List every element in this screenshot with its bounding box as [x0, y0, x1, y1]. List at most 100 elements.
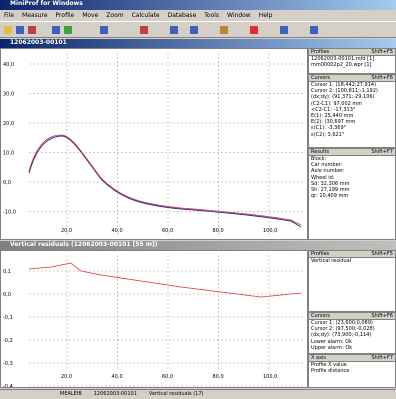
panel-header: Profiles Shift+F5 — [309, 49, 395, 56]
menu-item[interactable]: Zoom — [106, 12, 124, 19]
item: E(1): 25,440 mm — [311, 113, 354, 120]
lower-side: Profiles Shift+F5 Vertical residual Cursors… — [308, 250, 396, 388]
panel-header: Profiles Shift+F5 — [309, 251, 395, 258]
x-tick-label: 40,0 — [112, 374, 123, 380]
status-bar: MEALEIB 12062003-00101 Vertical residuals … — [0, 389, 396, 398]
menu-item[interactable]: Database — [167, 12, 197, 19]
item: Profile X value — [311, 362, 347, 368]
y-tick-label: -0,4 — [3, 384, 13, 387]
panel-cursors: Cursors Shift+F6 Cursor 1: (18,442;27,914)… — [308, 74, 396, 148]
item: Cursor 1: (18,442;27,914) — [311, 82, 377, 88]
lower-plot: 0,1 0,0 -0,1 -0,2 -0,3 -0,4 20,0 40,0 60,0 80,0 10… — [3, 255, 328, 390]
panel-results: Results Shift+F7 Block: Car number: Axle num… — [308, 148, 396, 240]
item: Cursor 2: (100,811;-1,192) — [311, 88, 378, 95]
status-field: MEALEIB — [60, 391, 82, 397]
menu-item[interactable]: Profile — [55, 12, 75, 19]
item: 12062003-00101.mfd [1] — [311, 56, 375, 62]
header-text: Results — [311, 149, 330, 155]
y-tick-label: 0,0 — [3, 292, 11, 298]
item: Sh: 27,199 mm — [311, 187, 350, 194]
item: Profile distance — [311, 368, 350, 375]
shortcut: Shift+F5 — [371, 49, 393, 55]
plot-area: 0,1 0,0 -0,1 -0,2 -0,3 -0,4 20,0 40,0 60,0 80,0 10… — [0, 250, 328, 390]
app-title: MiniProf for Windows — [0, 0, 396, 10]
x-tick-label: 40,0 — [112, 228, 123, 234]
menu-bar: File Measure Profile Move Zoom Calculate Datab… — [0, 10, 396, 21]
profile-curve — [28, 135, 302, 228]
item: (C2-C1): 97,002 mm — [311, 100, 363, 107]
header-text: Cursors — [311, 75, 331, 81]
menu-item[interactable]: Help — [258, 12, 273, 19]
y-tick-label: 30,0 — [3, 92, 14, 98]
item: ε(C1): -3,369° — [311, 125, 347, 132]
x-tick-label: 60,0 — [162, 228, 173, 234]
y-tick-label: -0,3 — [3, 361, 13, 367]
x-tick-label: 80,0 — [213, 228, 224, 234]
panel-header: Cursors Shift+F6 — [309, 75, 395, 82]
y-tick-label: -0,1 — [3, 315, 13, 321]
shortcut: Shift+F7 — [371, 149, 393, 155]
window-title: Vertical residuals (12062003-00101 [55 m… — [0, 241, 396, 250]
x-tick-label: 20,0 — [61, 228, 72, 234]
item: Car number: — [311, 162, 343, 169]
item: Wheel id: — [311, 174, 335, 181]
item: Vertical residual — [311, 258, 352, 264]
y-tick-label: 0,0 — [3, 180, 11, 186]
item: qr: 10,409 mm — [311, 193, 349, 200]
shortcut: Shift+F5 — [371, 251, 393, 257]
item: E(2): (30,697 mm — [311, 119, 356, 126]
shortcut: Shift+F6 — [371, 75, 393, 81]
x-tick-label: 60,0 — [162, 374, 173, 380]
toolbar-icons — [4, 26, 318, 34]
x-tick-label: 100,0 — [263, 228, 277, 234]
panel-header: Cursors Shift+F6 — [309, 313, 395, 320]
y-tick-label: 40,0 — [3, 62, 14, 68]
shortcut: Shift+F7 — [371, 355, 393, 361]
header-text: Profiles — [311, 251, 330, 257]
panel-header: Results Shift+F7 — [309, 149, 395, 156]
y-tick-label: -10,0 — [3, 210, 16, 216]
x-tick-label: 100,0 — [263, 374, 277, 380]
shortcut: Shift+F6 — [371, 313, 393, 319]
item: <C2-C1: -17,313° — [311, 106, 356, 113]
reference-curve — [28, 134, 302, 226]
panel-header: X axis Shift+F7 — [309, 355, 395, 362]
residual-curve — [28, 262, 302, 298]
menu-item[interactable]: File — [4, 12, 15, 19]
y-tick-label: -0,2 — [3, 338, 13, 344]
header-text: Profiles — [311, 49, 330, 55]
item: Cursor 1: (23,600;0,089) — [311, 320, 373, 326]
item: mm00002p2_20.wpr [1] — [311, 62, 372, 69]
item: Lower alarm: Ok — [311, 338, 353, 345]
plot-area: 40,030,020,010,00,0-10,0-20,020,040,060,… — [0, 48, 328, 245]
menu-item[interactable]: Measure — [22, 12, 48, 19]
item: ε(C2): 3,621° — [311, 131, 345, 138]
panel-xaxis: X axis Shift+F7 Profile X value Profile dis… — [308, 354, 396, 388]
menu-item[interactable]: Window — [227, 12, 251, 19]
item: (dx;dy): (91,371;-29,106) — [311, 94, 375, 101]
header-text: Cursors — [311, 313, 331, 319]
menu-item[interactable]: Calculate — [131, 12, 160, 19]
item: Block: — [311, 156, 327, 162]
menu-item[interactable]: Move — [82, 12, 99, 19]
status-field: Vertical residuals (17) — [148, 391, 204, 397]
item: Sd: 32,306 mm — [311, 180, 350, 187]
x-tick-label: 80,0 — [213, 374, 224, 380]
panel-cursors: Cursors Shift+F6 Cursor 1: (23,600;0,089) C… — [308, 312, 396, 354]
header-text: X axis — [311, 355, 327, 361]
toolbar — [0, 21, 396, 38]
upper-side: Profiles Shift+F5 12062003-00101.mfd [1] mm… — [308, 48, 396, 240]
y-tick-label: 10,0 — [3, 151, 14, 157]
panel-profiles: Profiles Shift+F5 Vertical residual — [308, 250, 396, 312]
y-tick-label: 20,0 — [3, 121, 14, 127]
item: Upper alarm: Ok — [311, 344, 353, 351]
menu-item[interactable]: Tools — [204, 12, 220, 19]
y-tick-label: 0,1 — [3, 269, 11, 275]
item: Cursor 2: (97,500;-0,028) — [311, 326, 375, 333]
item: Axle number: — [311, 168, 345, 175]
panel-profiles: Profiles Shift+F5 12062003-00101.mfd [1] mm… — [308, 48, 396, 74]
x-tick-label: 20,0 — [61, 374, 72, 380]
window-title: 12062003-00101 — [0, 39, 396, 48]
status-field: 12062003-00101 — [93, 391, 137, 397]
